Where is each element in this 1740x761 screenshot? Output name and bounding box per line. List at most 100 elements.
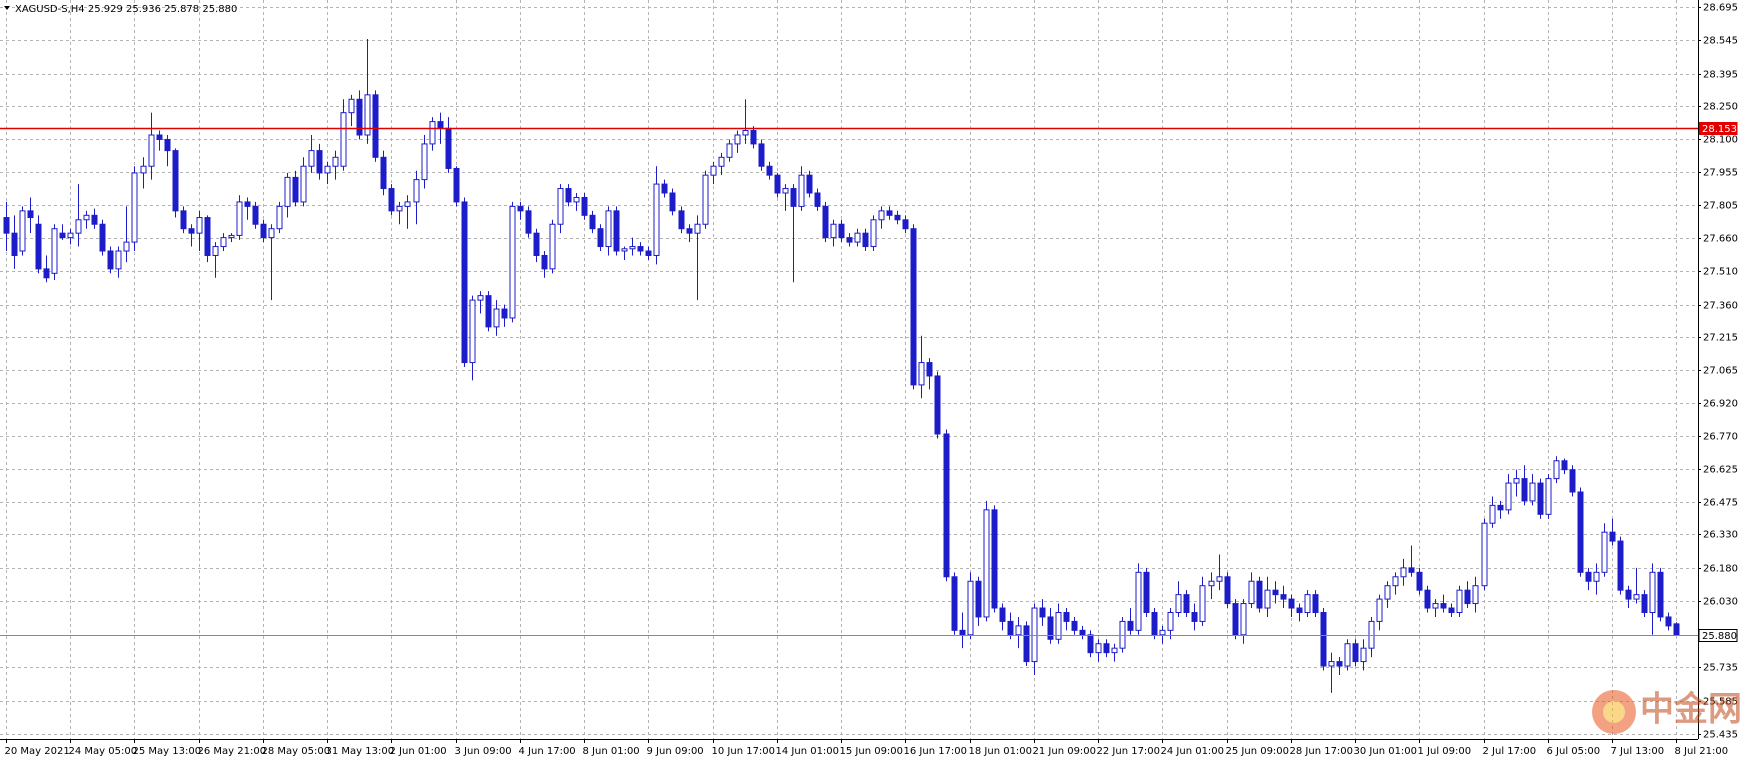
candle-body-down <box>1039 607 1046 618</box>
watermark-logo: 中金网 <box>1592 690 1740 734</box>
x-tick-label: 31 May 13:00 <box>326 746 395 757</box>
candle-body-down <box>991 509 998 609</box>
candle-body-up <box>212 246 219 256</box>
candle-body-up <box>51 228 58 274</box>
candle-body-down <box>1007 620 1014 636</box>
candle-body-down <box>533 232 540 256</box>
candle-body-down <box>1336 661 1343 667</box>
x-tick-label: 14 Jun 01:00 <box>776 746 840 757</box>
candle-body-down <box>1103 643 1110 654</box>
candle-body-up <box>19 210 26 252</box>
candle-body-up <box>1015 625 1022 636</box>
y-tick-label: 25.585 <box>1703 697 1738 708</box>
candle-body-up <box>1264 589 1271 609</box>
candle-body-up <box>718 156 725 167</box>
y-tick-label: 25.735 <box>1703 663 1738 674</box>
x-tick-label: 18 Jun 01:00 <box>969 746 1033 757</box>
menu-arrow[interactable] <box>4 6 10 10</box>
candle-body-down <box>107 250 114 270</box>
candle-body-up <box>870 219 877 248</box>
candle-body-up <box>710 165 717 176</box>
candle-body-down <box>943 433 950 578</box>
candle-body-up <box>340 112 347 167</box>
y-tick-label: 28.545 <box>1703 36 1738 47</box>
candle-body-down <box>934 375 941 435</box>
candle-body-down <box>1191 611 1198 622</box>
candle-body-down <box>1312 594 1319 613</box>
candle-body-down <box>894 214 901 221</box>
candle-body-down <box>1143 571 1150 613</box>
candle-body-up <box>1135 571 1142 631</box>
candle-body-up <box>308 150 315 167</box>
candle-body-down <box>525 210 532 234</box>
candle-body-up <box>413 179 420 203</box>
candle-body-up <box>148 134 155 167</box>
y-tick-label: 26.920 <box>1703 399 1738 410</box>
candle-body-down <box>437 121 444 129</box>
candle-body-up <box>694 223 701 234</box>
candle-body-down <box>999 607 1006 622</box>
y-tick-label: 28.395 <box>1703 70 1738 81</box>
candle-body-down <box>1224 576 1231 605</box>
x-tick-label: 7 Jul 13:00 <box>1611 746 1665 757</box>
candle-body-down <box>517 205 524 212</box>
candle-body-down <box>1256 580 1263 609</box>
candle-body-up <box>1553 460 1560 480</box>
x-tick-label: 22 Jun 17:00 <box>1097 746 1161 757</box>
candle-body-down <box>645 250 652 256</box>
y-tick-label: 27.955 <box>1703 168 1738 179</box>
candle-body-down <box>156 134 163 140</box>
y-tick-label: 26.330 <box>1703 530 1738 541</box>
x-tick-label: 10 Jun 17:00 <box>712 746 776 757</box>
candle-body-down <box>1023 625 1030 663</box>
x-tick-label: 2 Jun 01:00 <box>390 746 447 757</box>
candle-body-down <box>1127 620 1134 631</box>
candle-body-up <box>1360 647 1367 663</box>
candle-body-up <box>364 94 371 136</box>
x-tick-label: 28 May 05:00 <box>262 746 331 757</box>
candle-body-down <box>164 138 171 152</box>
candle-body-up <box>1392 576 1399 587</box>
candle-body-up <box>1031 607 1038 663</box>
logo-inner <box>1603 701 1625 723</box>
candle-body-up <box>1489 504 1496 524</box>
candle-body-down <box>372 94 379 158</box>
watermark: 中金网 <box>1640 690 1740 730</box>
candle-body-up <box>1376 598 1383 622</box>
candle-body-up <box>1248 580 1255 605</box>
candle-body-down <box>99 223 106 252</box>
price-label: 25.880 <box>1702 631 1737 642</box>
y-tick-label: 25.435 <box>1703 730 1738 741</box>
y-tick-label: 28.100 <box>1703 135 1738 146</box>
candle-body-up <box>1328 661 1335 667</box>
candle-body-down <box>750 130 757 145</box>
candle-body-up <box>605 210 612 248</box>
candle-body-down <box>380 156 387 190</box>
candle-body-down <box>172 150 179 212</box>
candle-body-up <box>75 219 82 234</box>
candle-body-down <box>637 246 644 252</box>
candle-body-up <box>115 250 122 270</box>
candle-body-down <box>975 580 982 618</box>
candle-body-down <box>1183 594 1190 613</box>
candle-body-down <box>766 165 773 176</box>
candle-body-up <box>509 205 516 319</box>
candle-body-up <box>918 362 925 386</box>
candle-body-down <box>822 205 829 239</box>
candle-body-down <box>292 176 299 203</box>
y-tick-label: 26.180 <box>1703 564 1738 575</box>
x-tick-label: 16 Jun 17:00 <box>904 746 968 757</box>
candle-body-up <box>878 210 885 221</box>
x-tick-label: 9 Jun 09:00 <box>647 746 704 757</box>
candle-body-down <box>1464 589 1471 605</box>
candle-body-up <box>621 248 628 252</box>
overlay: 28.695 28.545 28.395 28.250 28.100 27.955 27.8… <box>0 3 1738 757</box>
candle-body-up <box>1649 571 1656 613</box>
candle-body-down <box>661 183 668 194</box>
candle-body-up <box>332 156 339 167</box>
y-tick-label: 26.625 <box>1703 465 1738 476</box>
candle-body-up <box>1199 585 1206 622</box>
candle-body-up <box>493 308 500 328</box>
candle-body-up <box>1545 478 1552 515</box>
candle-body-up <box>83 214 90 221</box>
